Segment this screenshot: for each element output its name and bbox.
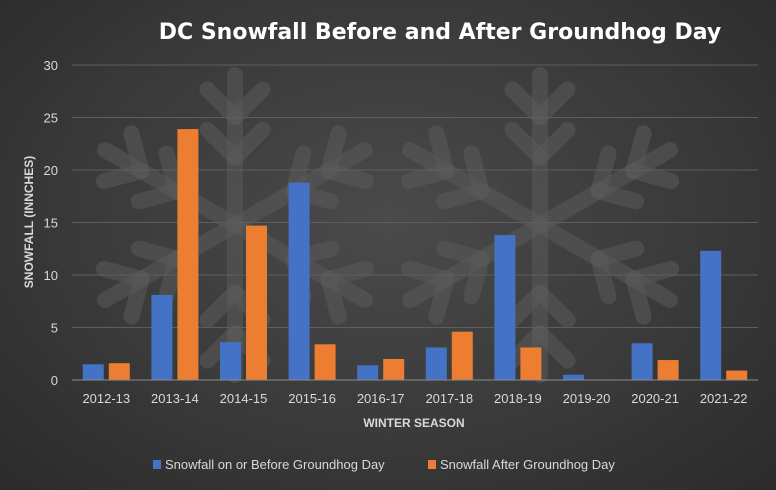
bar-after-2018-19 [520, 347, 542, 380]
bar-after-2015-16 [314, 344, 336, 380]
y-tick-label: 20 [44, 163, 58, 178]
x-tick-labels: 2012-13 2013-14 2014-15 2015-16 2016-17 2017-… [82, 391, 747, 406]
y-tick-label: 30 [44, 58, 58, 73]
bar-before-2016-17 [357, 365, 379, 380]
chart-title: DC Snowfall Before and After Groundhog D… [159, 20, 721, 45]
bar-after-2017-18 [451, 331, 473, 380]
snowflake-icon [95, 67, 375, 383]
x-tick-label: 2016-17 [357, 391, 405, 406]
y-tick-labels: 0 5 10 15 20 25 30 [44, 58, 58, 388]
bar-after-2021-22 [726, 370, 748, 380]
x-tick-label: 2019-20 [563, 391, 611, 406]
y-tick-label: 25 [44, 111, 58, 126]
bar-after-2020-21 [657, 360, 679, 380]
y-tick-label: 5 [51, 321, 58, 336]
x-tick-label: 2014-15 [220, 391, 268, 406]
x-tick-label: 2021-22 [700, 391, 748, 406]
x-tick-label: 2013-14 [151, 391, 199, 406]
x-tick-label: 2012-13 [82, 391, 130, 406]
x-tick-label: 2015-16 [288, 391, 336, 406]
x-tick-label: 2020-21 [631, 391, 679, 406]
bar-after-2012-13 [108, 363, 130, 380]
legend-label-after: Snowfall After Groundhog Day [440, 457, 615, 472]
bar-after-2016-17 [383, 359, 405, 380]
x-tick-label: 2018-19 [494, 391, 542, 406]
bar-before-2020-21 [631, 343, 653, 380]
legend: Snowfall on or Before Groundhog Day Snowf… [153, 457, 615, 472]
x-axis-label: WINTER SEASON [363, 416, 464, 430]
bar-before-2014-15 [220, 342, 241, 380]
bar-before-2012-13 [82, 364, 104, 380]
bar-before-2019-20 [563, 374, 584, 380]
legend-swatch-before [153, 460, 161, 469]
bar-before-2013-14 [151, 294, 173, 380]
bar-before-2017-18 [425, 347, 447, 380]
bar-before-2021-22 [700, 250, 722, 380]
y-tick-label: 0 [51, 373, 58, 388]
bars [82, 129, 748, 380]
bar-before-2018-19 [494, 235, 516, 380]
bar-before-2015-16 [288, 182, 310, 380]
y-axis-label: SNOWFALL (INNCHES) [22, 156, 36, 288]
y-tick-label: 15 [44, 216, 58, 231]
bar-after-2014-15 [246, 225, 267, 380]
legend-swatch-after [428, 460, 436, 469]
bar-after-2013-14 [177, 129, 199, 380]
legend-label-before: Snowfall on or Before Groundhog Day [165, 457, 385, 472]
snowflake-icon [400, 67, 680, 383]
y-tick-label: 10 [44, 268, 58, 283]
x-tick-label: 2017-18 [425, 391, 473, 406]
